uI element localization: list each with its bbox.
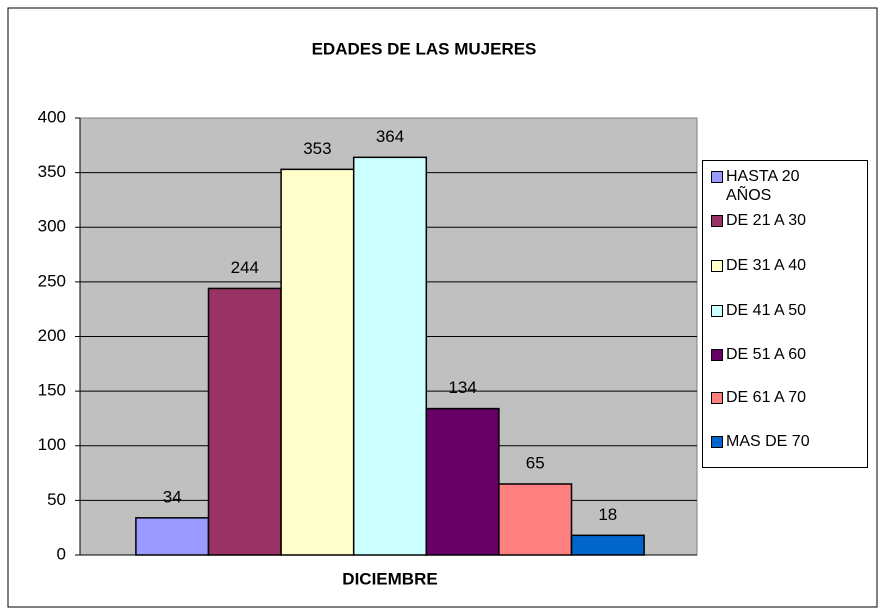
- data-label: 364: [376, 127, 404, 146]
- y-tick-label: 350: [38, 162, 66, 181]
- legend-swatch: [711, 171, 723, 183]
- legend-swatch: [711, 349, 723, 361]
- legend-item: DE 31 A 40: [711, 256, 861, 275]
- legend-item: DE 41 A 50: [711, 301, 861, 320]
- legend-label: DE 41 A 50: [726, 302, 807, 319]
- bar: [425, 407, 500, 556]
- legend-item: DE 61 A 70: [711, 388, 861, 407]
- data-label: 244: [231, 258, 259, 277]
- bar: [498, 483, 573, 556]
- legend-item: DE 51 A 60: [711, 345, 861, 364]
- legend-item: DE 21 A 30: [711, 211, 861, 230]
- y-tick-label: 100: [38, 435, 66, 454]
- legend-swatch: [711, 215, 723, 227]
- y-tick-label: 300: [38, 217, 66, 236]
- data-label: 353: [303, 139, 331, 158]
- bar: [570, 534, 645, 556]
- data-label: 65: [526, 453, 545, 472]
- legend-swatch: [711, 305, 723, 317]
- legend-swatch: [711, 392, 723, 404]
- bar: [207, 287, 282, 556]
- data-label: 18: [598, 505, 617, 524]
- legend-swatch: [711, 436, 723, 448]
- bar: [352, 156, 428, 556]
- legend-item: HASTA 20 AÑOS: [711, 167, 861, 205]
- legend: HASTA 20 AÑOS DE 21 A 30 DE 31 A 40 DE 41 A…: [702, 160, 868, 468]
- chart-title: EDADES DE LAS MUJERES: [312, 39, 537, 58]
- y-tick-label: 0: [57, 544, 66, 563]
- legend-label: DE 51 A 60: [726, 346, 807, 363]
- legend-label: DE 21 A 30: [726, 212, 807, 229]
- x-axis-label: DICIEMBRE: [342, 569, 437, 588]
- y-tick-label: 50: [47, 490, 66, 509]
- y-tick-label: 250: [38, 271, 66, 290]
- y-tick-label: 400: [38, 107, 66, 126]
- bar: [280, 168, 355, 556]
- legend-label: DE 31 A 40: [726, 257, 807, 274]
- legend-label: MAS DE 70: [726, 433, 810, 450]
- data-label: 34: [163, 487, 182, 506]
- legend-label: HASTA 20 AÑOS: [726, 168, 800, 204]
- legend-item: MAS DE 70: [711, 432, 861, 451]
- legend-swatch: [711, 260, 723, 272]
- legend-label: DE 61 A 70: [726, 389, 807, 406]
- bar: [135, 517, 210, 556]
- data-label: 134: [448, 378, 476, 397]
- y-tick-label: 200: [38, 326, 66, 345]
- y-tick-label: 150: [38, 381, 66, 400]
